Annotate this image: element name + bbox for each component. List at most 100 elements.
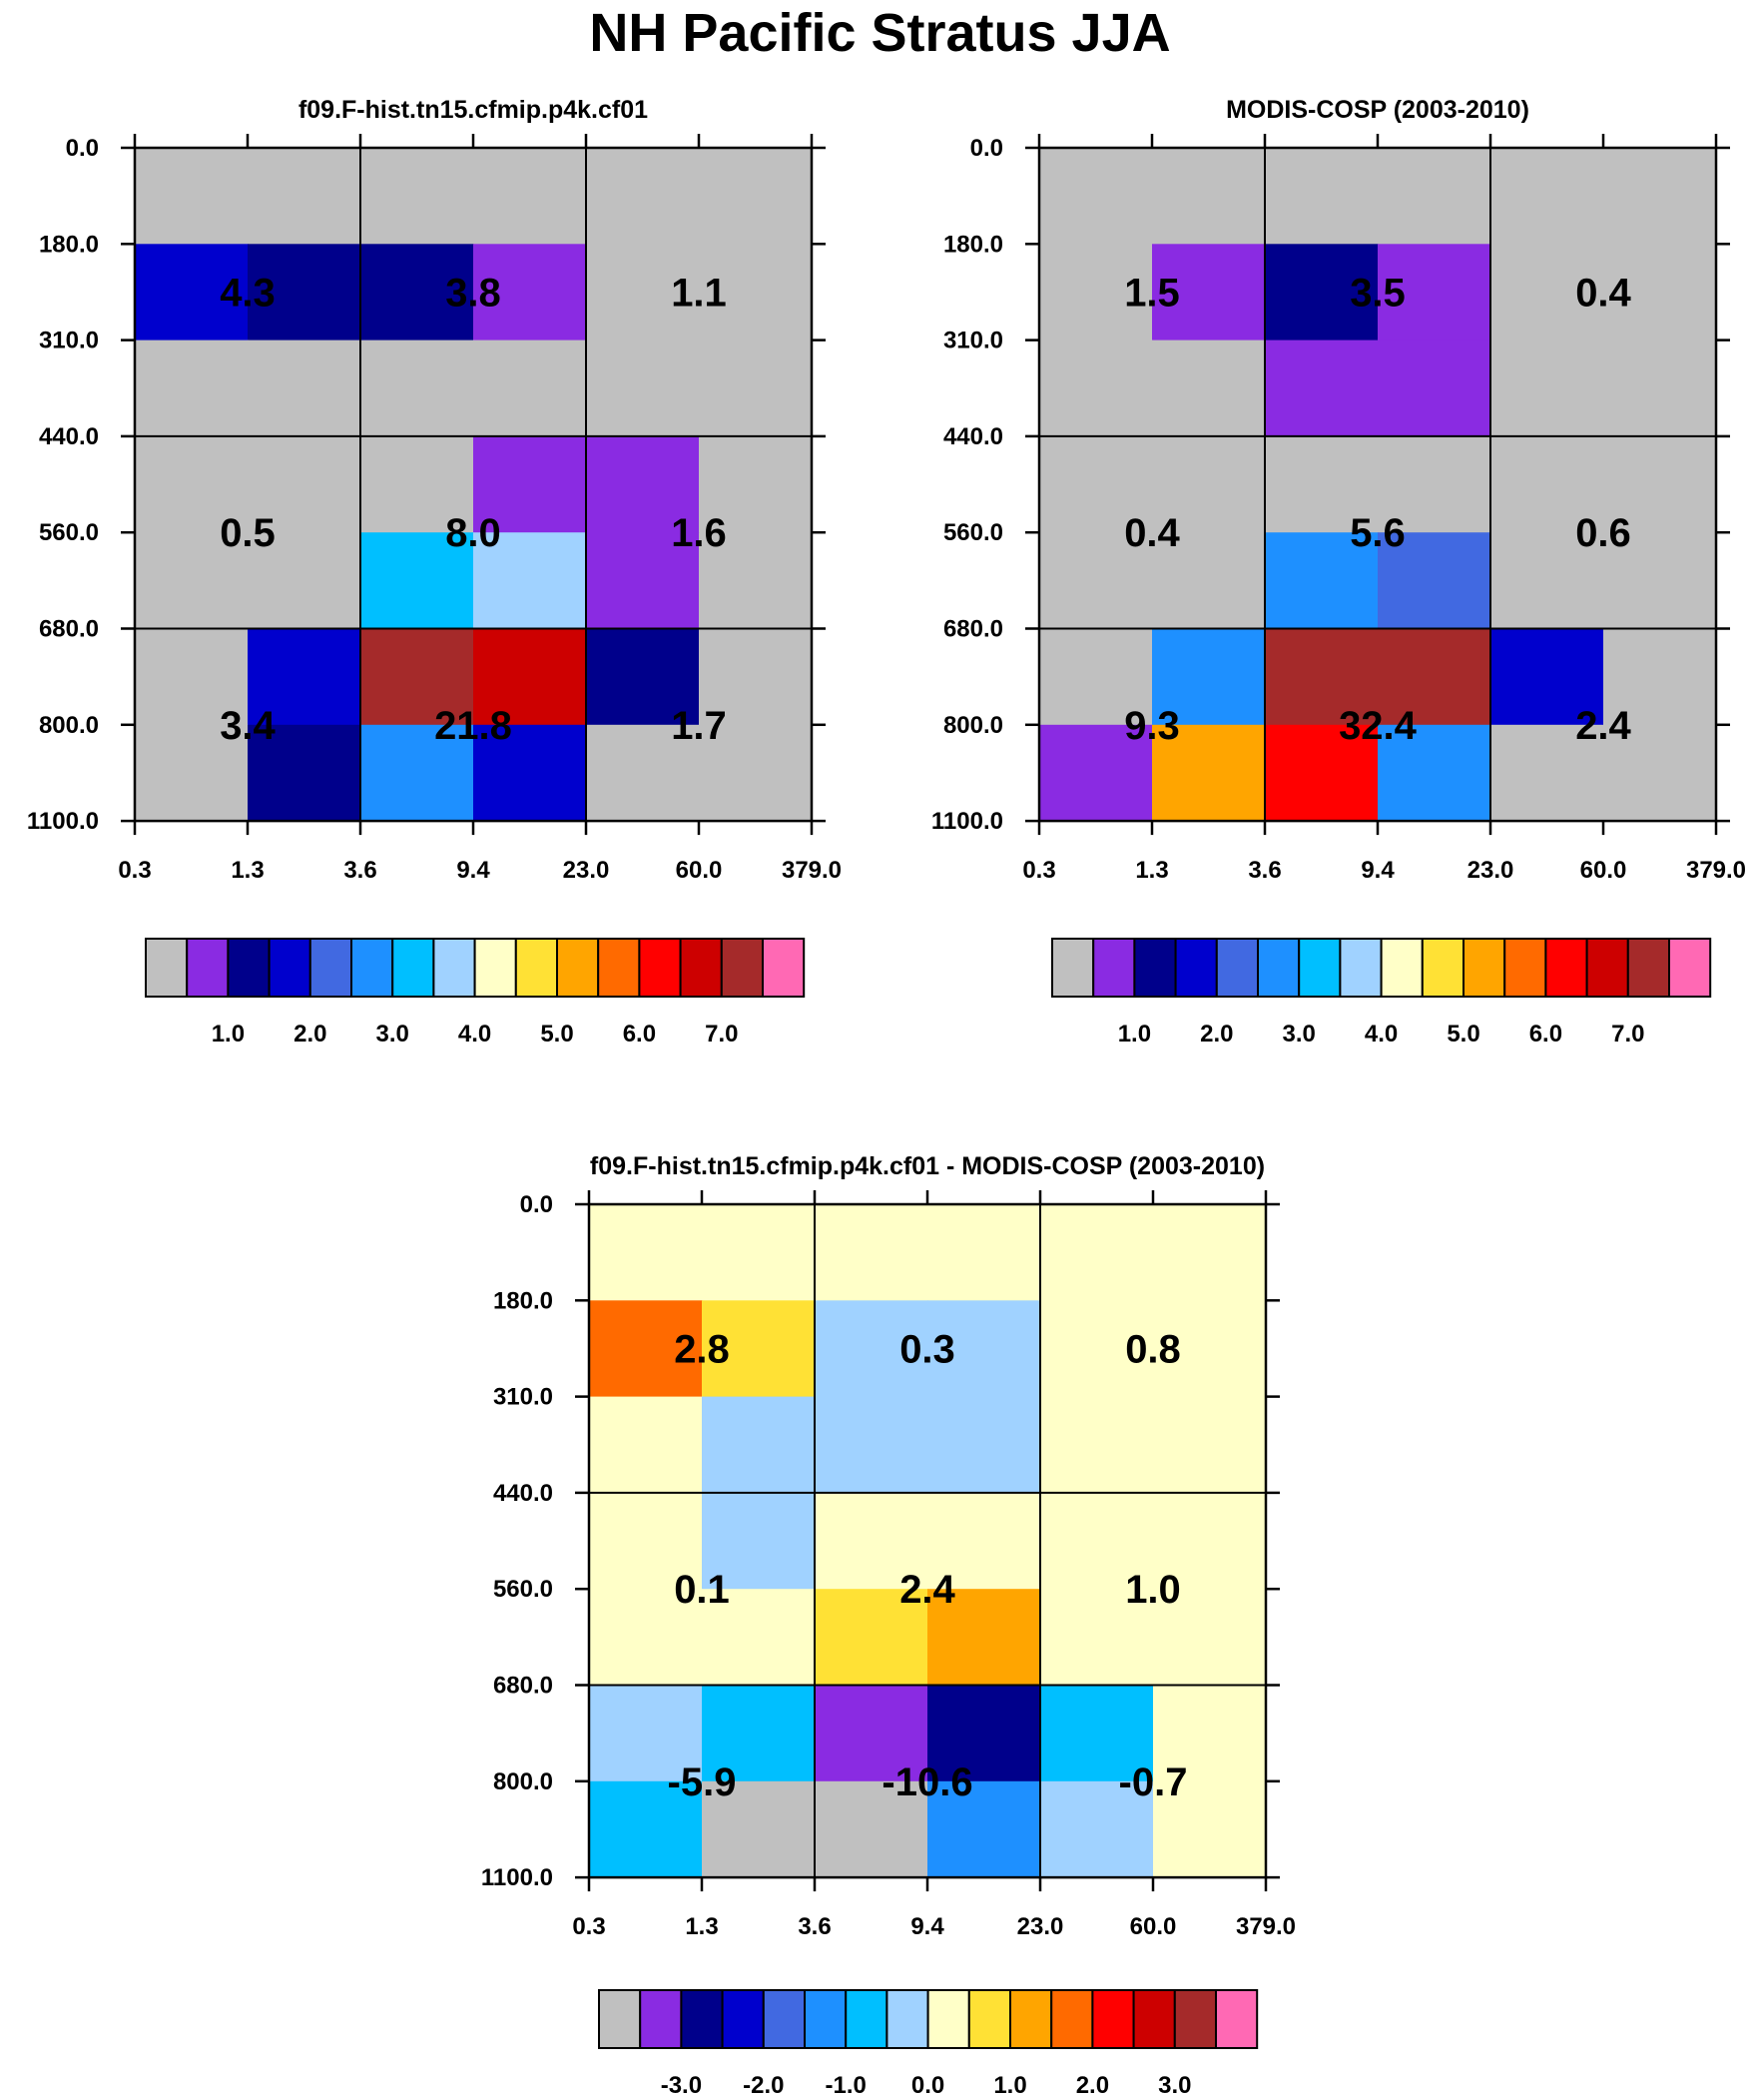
heatmap-cell: [927, 1204, 1041, 1301]
y-tick-label: 560.0: [943, 519, 1003, 546]
box-value-label: 5.6: [1350, 511, 1406, 555]
heatmap-cell: [135, 724, 249, 822]
heatmap-cell: [1040, 1204, 1154, 1301]
heatmap-cell: [1039, 532, 1153, 630]
colorbar-label: 2.0: [293, 1021, 326, 1048]
heatmap-cell: [1153, 1589, 1267, 1687]
heatmap-cell: [1039, 148, 1153, 245]
heatmap-cell: [473, 244, 587, 342]
heatmap-cell: [586, 340, 700, 437]
x-tick-label: 1.3: [685, 1913, 718, 1940]
x-tick-label: 0.3: [572, 1913, 605, 1940]
heatmap-cell: [1153, 1780, 1267, 1878]
heatmap-cell: [1039, 340, 1153, 437]
box-value-label: 1.5: [1124, 271, 1180, 315]
colorbar-swatch: [1173, 1989, 1218, 2049]
heatmap-cell: [586, 532, 700, 630]
colorbar-swatch: [885, 1989, 929, 2049]
heatmap-cell: [586, 148, 700, 245]
colorbar-swatch: [1339, 938, 1383, 998]
heatmap-cell: [1490, 340, 1604, 437]
colorbar-swatch: [1051, 938, 1095, 998]
heatmap-cell: [1265, 628, 1379, 726]
colorbar-swatch: [1215, 938, 1260, 998]
heatmap-cell: [1265, 340, 1379, 437]
colorbar-swatch: [1257, 938, 1301, 998]
y-tick-label: 1100.0: [931, 808, 1003, 835]
box-value-label: 0.5: [220, 511, 276, 555]
y-tick-label: 0.0: [66, 135, 99, 162]
heatmap-cell: [1490, 244, 1604, 342]
x-tick-label: 9.4: [1361, 857, 1395, 884]
x-tick-label: 23.0: [563, 857, 610, 884]
panel-title: f09.F-hist.tn15.cfmip.p4k.cf01 - MODIS-C…: [590, 1152, 1265, 1180]
box-value-label: 2.4: [899, 1568, 955, 1612]
colorbar-swatch: [350, 938, 394, 998]
heatmap-cell: [1039, 628, 1153, 726]
x-tick-label: 60.0: [676, 857, 723, 884]
colorbar-swatch: [1091, 1989, 1135, 2049]
heatmap-cell: [1378, 628, 1491, 726]
y-tick-label: 800.0: [493, 1768, 553, 1795]
box-value-label: 0.4: [1124, 511, 1180, 555]
heatmap-cell: [1040, 1300, 1154, 1398]
box-value-label: -5.9: [668, 1760, 737, 1804]
colorbar-swatch: [804, 1989, 848, 2049]
heatmap-cell: [589, 1780, 703, 1878]
heatmap-cell: [248, 435, 361, 533]
colorbar-swatch: [1626, 938, 1671, 998]
heatmap-cell: [1378, 340, 1491, 437]
heatmap-cell: [1603, 244, 1717, 342]
y-tick-label: 800.0: [39, 712, 99, 739]
y-tick-label: 0.0: [520, 1191, 553, 1218]
heatmap-cell: [1490, 532, 1604, 630]
heatmap-cell: [586, 724, 700, 822]
heatmap-cell: [586, 628, 700, 726]
x-tick-label: 379.0: [1236, 1913, 1296, 1940]
figure-title: NH Pacific Stratus JJA: [589, 3, 1171, 63]
heatmap-cell: [1378, 244, 1491, 342]
heatmap-cell: [360, 435, 474, 533]
panel-title: f09.F-hist.tn15.cfmip.p4k.cf01: [298, 96, 648, 124]
colorbar-swatch: [432, 938, 476, 998]
heatmap-cell: [1378, 435, 1491, 533]
y-tick-label: 440.0: [493, 1480, 553, 1507]
heatmap-cell: [1603, 532, 1717, 630]
heatmap-cell: [473, 532, 587, 630]
y-tick-label: 680.0: [493, 1673, 553, 1700]
colorbar-swatch: [598, 1989, 642, 2049]
heatmap-cell: [699, 244, 813, 342]
heatmap-cell: [927, 1589, 1041, 1687]
heatmap-cell: [1153, 1204, 1267, 1301]
colorbar-label: 3.0: [1283, 1021, 1316, 1048]
heatmap-cell: [1265, 435, 1379, 533]
heatmap-cell: [1490, 148, 1604, 245]
y-tick-label: 680.0: [39, 616, 99, 643]
heatmap-cell: [360, 148, 474, 245]
box-value-label: 21.8: [434, 704, 512, 748]
colorbar-label: 7.0: [705, 1021, 738, 1048]
heatmap-cell: [248, 340, 361, 437]
colorbar-swatch: [1380, 938, 1424, 998]
colorbar-swatch: [679, 938, 723, 998]
heatmap-cell: [815, 1685, 928, 1782]
colorbar-label: 5.0: [1447, 1021, 1479, 1048]
heatmap-cell: [1490, 724, 1604, 822]
heatmap-cell: [135, 148, 249, 245]
colorbar-swatch: [1668, 938, 1712, 998]
box-value-label: 1.1: [671, 271, 727, 315]
heatmap-cell: [1040, 1589, 1154, 1687]
y-tick-label: 1100.0: [27, 808, 99, 835]
colorbar-label: 1.0: [1118, 1021, 1151, 1048]
heatmap-cell: [360, 628, 474, 726]
heatmap-cell: [1040, 1685, 1154, 1782]
y-tick-label: 310.0: [493, 1384, 553, 1411]
colorbar-label: 0.0: [911, 2072, 944, 2099]
box-value-label: 3.8: [445, 271, 501, 315]
colorbar-swatch: [1132, 1989, 1176, 2049]
heatmap-cell: [1378, 148, 1491, 245]
colorbar-swatch: [1009, 1989, 1053, 2049]
heatmap-cell: [1152, 340, 1266, 437]
colorbar-swatch: [845, 1989, 888, 2049]
heatmap-cell: [1040, 1492, 1154, 1590]
